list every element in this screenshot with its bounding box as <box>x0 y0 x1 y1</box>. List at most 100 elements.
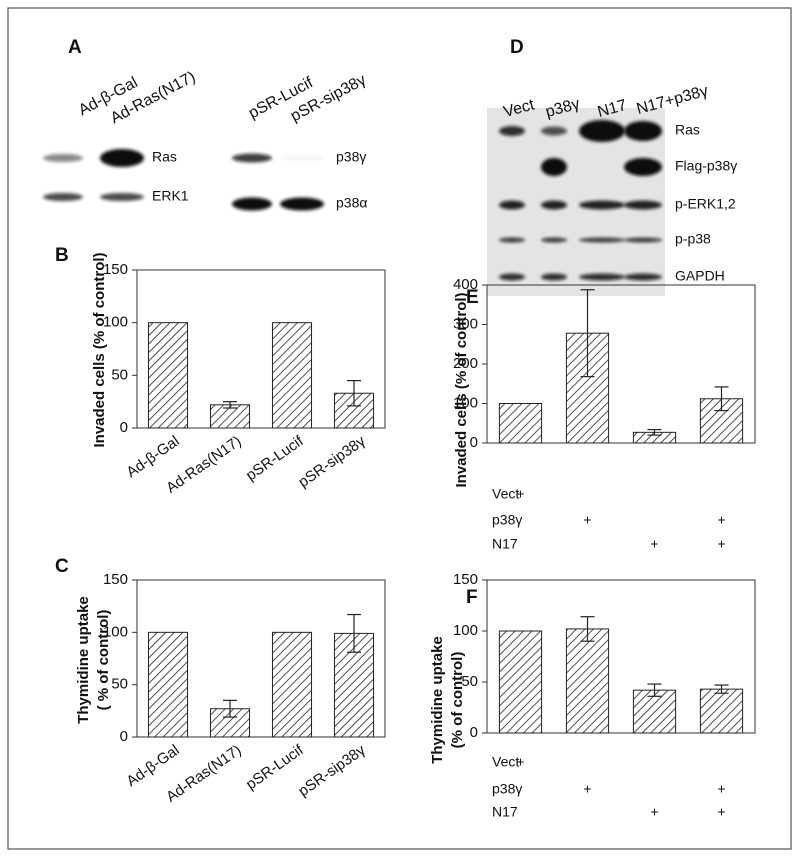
error-bar <box>347 613 361 653</box>
condition-mark: + <box>717 536 725 552</box>
y-tick-label: 150 <box>103 571 128 588</box>
row-label: p38α <box>336 195 367 211</box>
blot-band <box>100 193 144 201</box>
condition-mark: + <box>583 512 591 528</box>
row-label: Flag-p38γ <box>675 158 737 174</box>
blot-band <box>624 121 662 141</box>
row-label: p-ERK1,2 <box>675 196 736 212</box>
bar <box>632 689 677 734</box>
condition-mark: + <box>650 536 658 552</box>
plot-frame <box>136 269 386 429</box>
y-tick-label: 0 <box>120 728 128 745</box>
y-tick-label: 50 <box>111 676 128 693</box>
blot-band <box>624 237 662 243</box>
y-tick-label: 300 <box>453 315 478 332</box>
error-bar <box>347 380 361 407</box>
error-bar <box>714 684 729 694</box>
y-tick-label: 0 <box>120 419 128 436</box>
blot-band <box>499 200 525 210</box>
y-tick-label: 50 <box>461 673 478 690</box>
y-axis-label: ( % of control) <box>95 610 112 711</box>
y-axis-label: Thymidine uptake <box>75 596 92 724</box>
y-axis-label: Invaded cells (% of control) <box>91 252 108 447</box>
y-tick-label: 150 <box>453 571 478 588</box>
condition-name: Vect <box>492 486 519 502</box>
y-axis-label: (% of control) <box>449 652 466 749</box>
condition-mark: + <box>516 754 524 770</box>
plot-frame <box>486 579 756 734</box>
lane-label: N17+p38γ <box>635 83 710 118</box>
x-tick-label: pSR-sip38γ <box>295 432 369 491</box>
row-label: ERK1 <box>152 188 189 204</box>
bar <box>699 688 744 734</box>
row-label: p-p38 <box>675 231 711 247</box>
condition-mark: + <box>516 486 524 502</box>
row-label: Ras <box>152 149 177 165</box>
panel-letter: B <box>55 245 69 266</box>
panel-letter: E <box>466 287 479 308</box>
y-axis-label: Thymidine uptake <box>429 636 446 764</box>
blot-band <box>499 126 525 136</box>
bar <box>147 631 189 738</box>
panel-letter: F <box>466 587 478 608</box>
condition-name: Vect <box>492 754 519 770</box>
blot-band <box>541 237 567 243</box>
blot-band <box>624 273 662 281</box>
frame <box>7 7 792 850</box>
condition-mark: + <box>717 512 725 528</box>
y-tick-label: 150 <box>103 261 128 278</box>
blot-band <box>579 120 625 142</box>
condition-mark: + <box>717 804 725 820</box>
blot-band <box>624 158 662 176</box>
blot-band <box>579 237 625 243</box>
blot-band <box>100 149 144 167</box>
blot-band <box>499 237 525 243</box>
y-tick-label: 200 <box>453 355 478 372</box>
x-tick-label: pSR-sip38γ <box>295 741 369 800</box>
condition-name: N17 <box>492 804 518 820</box>
y-axis-label: Invaded cells (% of control) <box>453 292 470 487</box>
error-bar <box>223 699 237 718</box>
plot-frame <box>136 579 386 738</box>
blot-band <box>43 154 83 162</box>
error-bar <box>647 428 662 436</box>
bar <box>565 628 610 734</box>
y-tick-label: 100 <box>453 622 478 639</box>
x-tick-label: Ad-β-Gal <box>123 433 182 482</box>
error-bar <box>580 289 595 378</box>
y-tick-label: 50 <box>111 366 128 383</box>
condition-mark: + <box>717 781 725 797</box>
blot-band <box>43 193 83 201</box>
y-tick-label: 0 <box>470 434 478 451</box>
bar <box>271 631 313 738</box>
bar <box>498 630 543 734</box>
blot-band <box>579 273 625 281</box>
y-tick-label: 100 <box>103 314 128 331</box>
x-tick-label: Ad-β-Gal <box>123 742 182 791</box>
bar <box>147 322 189 429</box>
error-bar <box>647 683 662 697</box>
row-label: Ras <box>675 122 700 138</box>
panel-letter: C <box>55 556 69 577</box>
row-label: GAPDH <box>675 268 725 284</box>
blot-band <box>541 158 567 176</box>
y-tick-label: 400 <box>453 276 478 293</box>
blot-band <box>232 153 272 163</box>
error-bar <box>714 386 729 412</box>
error-bar <box>223 401 237 409</box>
condition-mark: + <box>583 781 591 797</box>
blot-band <box>232 197 272 211</box>
blot-band <box>541 273 567 281</box>
blot-band <box>541 200 567 210</box>
blot-band <box>280 155 324 161</box>
y-tick-label: 0 <box>470 724 478 741</box>
blot-band <box>579 200 625 210</box>
blot-band <box>499 273 525 281</box>
condition-name: p38γ <box>492 512 522 528</box>
bar <box>271 322 313 429</box>
condition-mark: + <box>650 804 658 820</box>
panel-letter: A <box>68 37 82 58</box>
y-tick-label: 100 <box>103 623 128 640</box>
